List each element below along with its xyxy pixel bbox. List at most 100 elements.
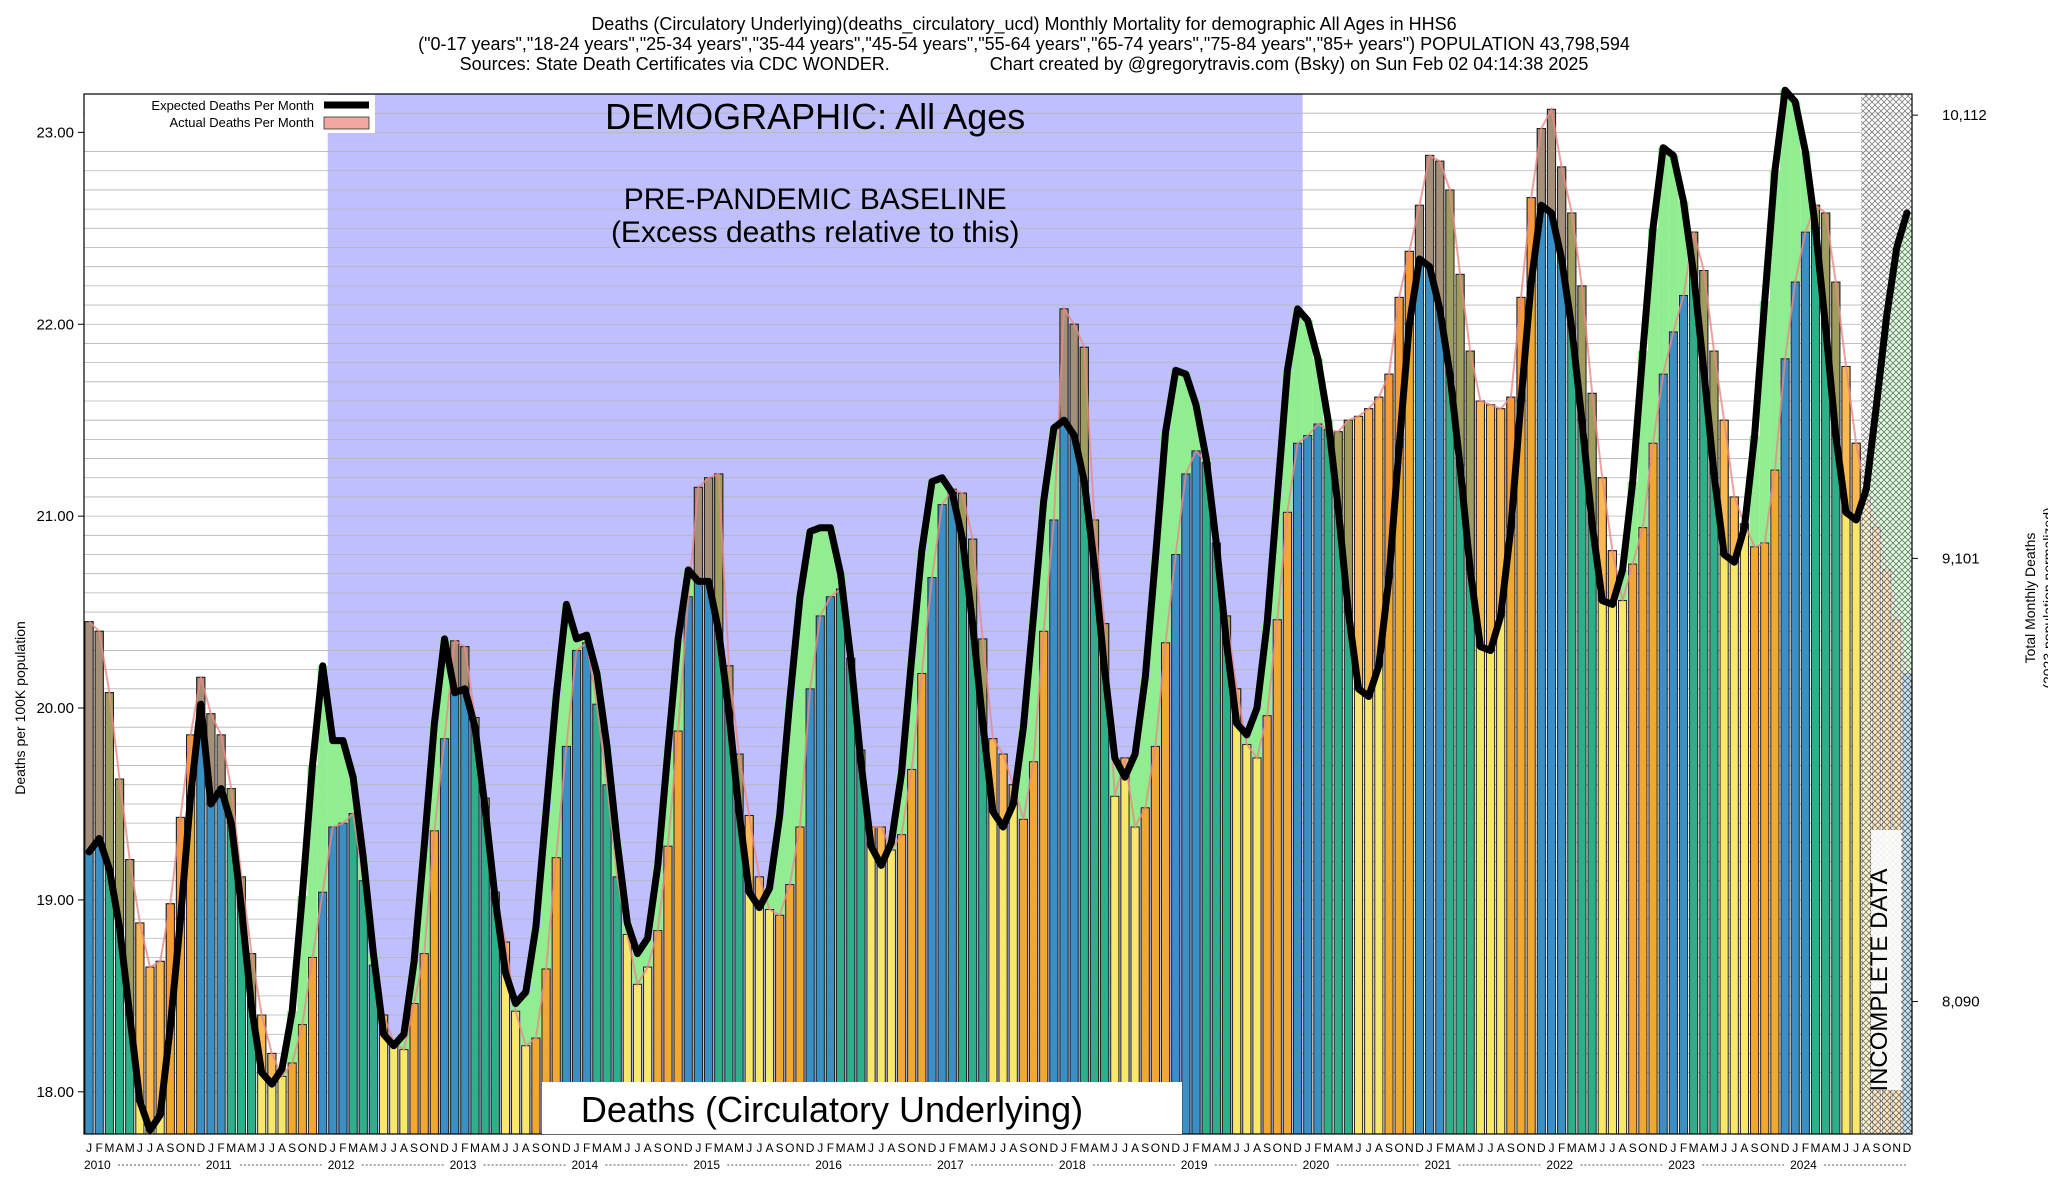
chart-title-line1: Deaths (Circulatory Underlying)(deaths_c… [591,14,1457,34]
month-label: J [452,1141,458,1155]
deficit-fill [398,1034,409,1050]
month-label: O [1273,1141,1282,1155]
month-label: N [1405,1141,1414,1155]
month-label: F [1680,1141,1687,1155]
excess-segment [94,630,104,840]
bar-actual [571,649,582,1135]
bar-actual [1008,784,1018,1135]
month-label: J [1061,1141,1067,1155]
bar-actual [1800,231,1810,1135]
month-label: J [137,1141,143,1155]
bar-actual [1557,166,1567,1135]
legend-swatch-actual [323,116,370,130]
bar-actual [1739,523,1750,1135]
month-label: A [1090,1141,1098,1155]
excess-segment [693,486,703,582]
bar-actual [1150,745,1160,1135]
month-label: S [1141,1141,1149,1155]
month-label: S [1751,1141,1759,1155]
month-label: F [827,1141,834,1155]
month-label: M [1201,1141,1211,1155]
month-label: A [1619,1141,1627,1155]
bar-actual [1303,435,1313,1135]
bar-actual [297,1024,307,1135]
baseline-sublabel: (Excess deaths relative to this) [611,216,1020,249]
month-label: M [1323,1141,1333,1155]
month-label: S [1263,1141,1271,1155]
month-label: F [339,1141,346,1155]
month-label: S [532,1141,540,1155]
month-label: A [765,1141,773,1155]
bar-actual [1648,442,1658,1135]
deficit-fill [632,953,643,985]
excess-segment [1485,404,1496,651]
deficit-fill [1668,155,1679,332]
month-label: M [734,1141,744,1155]
bar-actual [1414,204,1425,1135]
month-label: A [1740,1141,1748,1155]
month-label: D [196,1141,205,1155]
deficit-fill [937,477,948,505]
bar-actual [1028,761,1039,1135]
month-label: D [562,1141,571,1155]
deficit-fill [916,550,927,674]
bar-actual [1262,715,1272,1135]
month-label: M [957,1141,967,1155]
deficit-fill [1190,404,1202,451]
deficit-fill [1627,481,1638,565]
y-tick-label-left: 23.00 [36,124,74,141]
deficit-fill [1292,308,1303,444]
bar-actual [1729,496,1739,1135]
month-label: F [1192,1141,1199,1155]
year-label: 2017 [937,1158,964,1172]
month-label: M [247,1141,257,1155]
deficit-fill [774,815,785,916]
month-label: A [1131,1141,1139,1155]
month-label: J [868,1141,874,1155]
month-label: J [1244,1141,1250,1155]
year-label: 2022 [1546,1158,1573,1172]
bar-actual [1760,542,1770,1135]
month-label: A [725,1141,733,1155]
month-label: J [939,1141,945,1155]
month-label: F [217,1141,224,1155]
month-label: A [359,1141,367,1155]
deficit-fill [1150,558,1161,747]
deficit-fill [1647,228,1659,444]
bar-actual [592,703,602,1135]
excess-segment [1069,323,1079,437]
bar-actual [825,596,836,1135]
month-label: N [430,1141,439,1155]
month-label: M [470,1141,480,1155]
month-label: O [1516,1141,1525,1155]
month-label: J [1721,1141,1727,1155]
month-label: O [1638,1141,1647,1155]
month-label: J [817,1141,823,1155]
deficit-fill [805,531,816,689]
deficit-fill [926,481,938,578]
bar-actual [947,488,957,1135]
deficit-fill [561,604,572,747]
deficit-fill [642,938,653,968]
month-label: O [420,1141,429,1155]
month-label: O [663,1141,672,1155]
bar-actual [1536,128,1546,1135]
bar-actual [338,822,348,1135]
bar-actual [1059,308,1069,1135]
bar-actual [419,953,429,1135]
bar-actual [1282,511,1293,1135]
month-label: M [592,1141,602,1155]
month-label: D [1537,1141,1546,1155]
bar-actual [1689,231,1699,1135]
month-label: A [1334,1141,1342,1155]
month-label: S [410,1141,418,1155]
deficit-fill [1262,623,1273,716]
month-label: J [1792,1141,1798,1155]
deficit-fill [1779,90,1791,359]
month-label: J [259,1141,265,1155]
deficit-fill [1028,615,1039,762]
month-label: J [1000,1141,1006,1155]
month-label: J [147,1141,153,1155]
deficit-fill [520,992,531,1046]
month-label: A [278,1141,286,1155]
